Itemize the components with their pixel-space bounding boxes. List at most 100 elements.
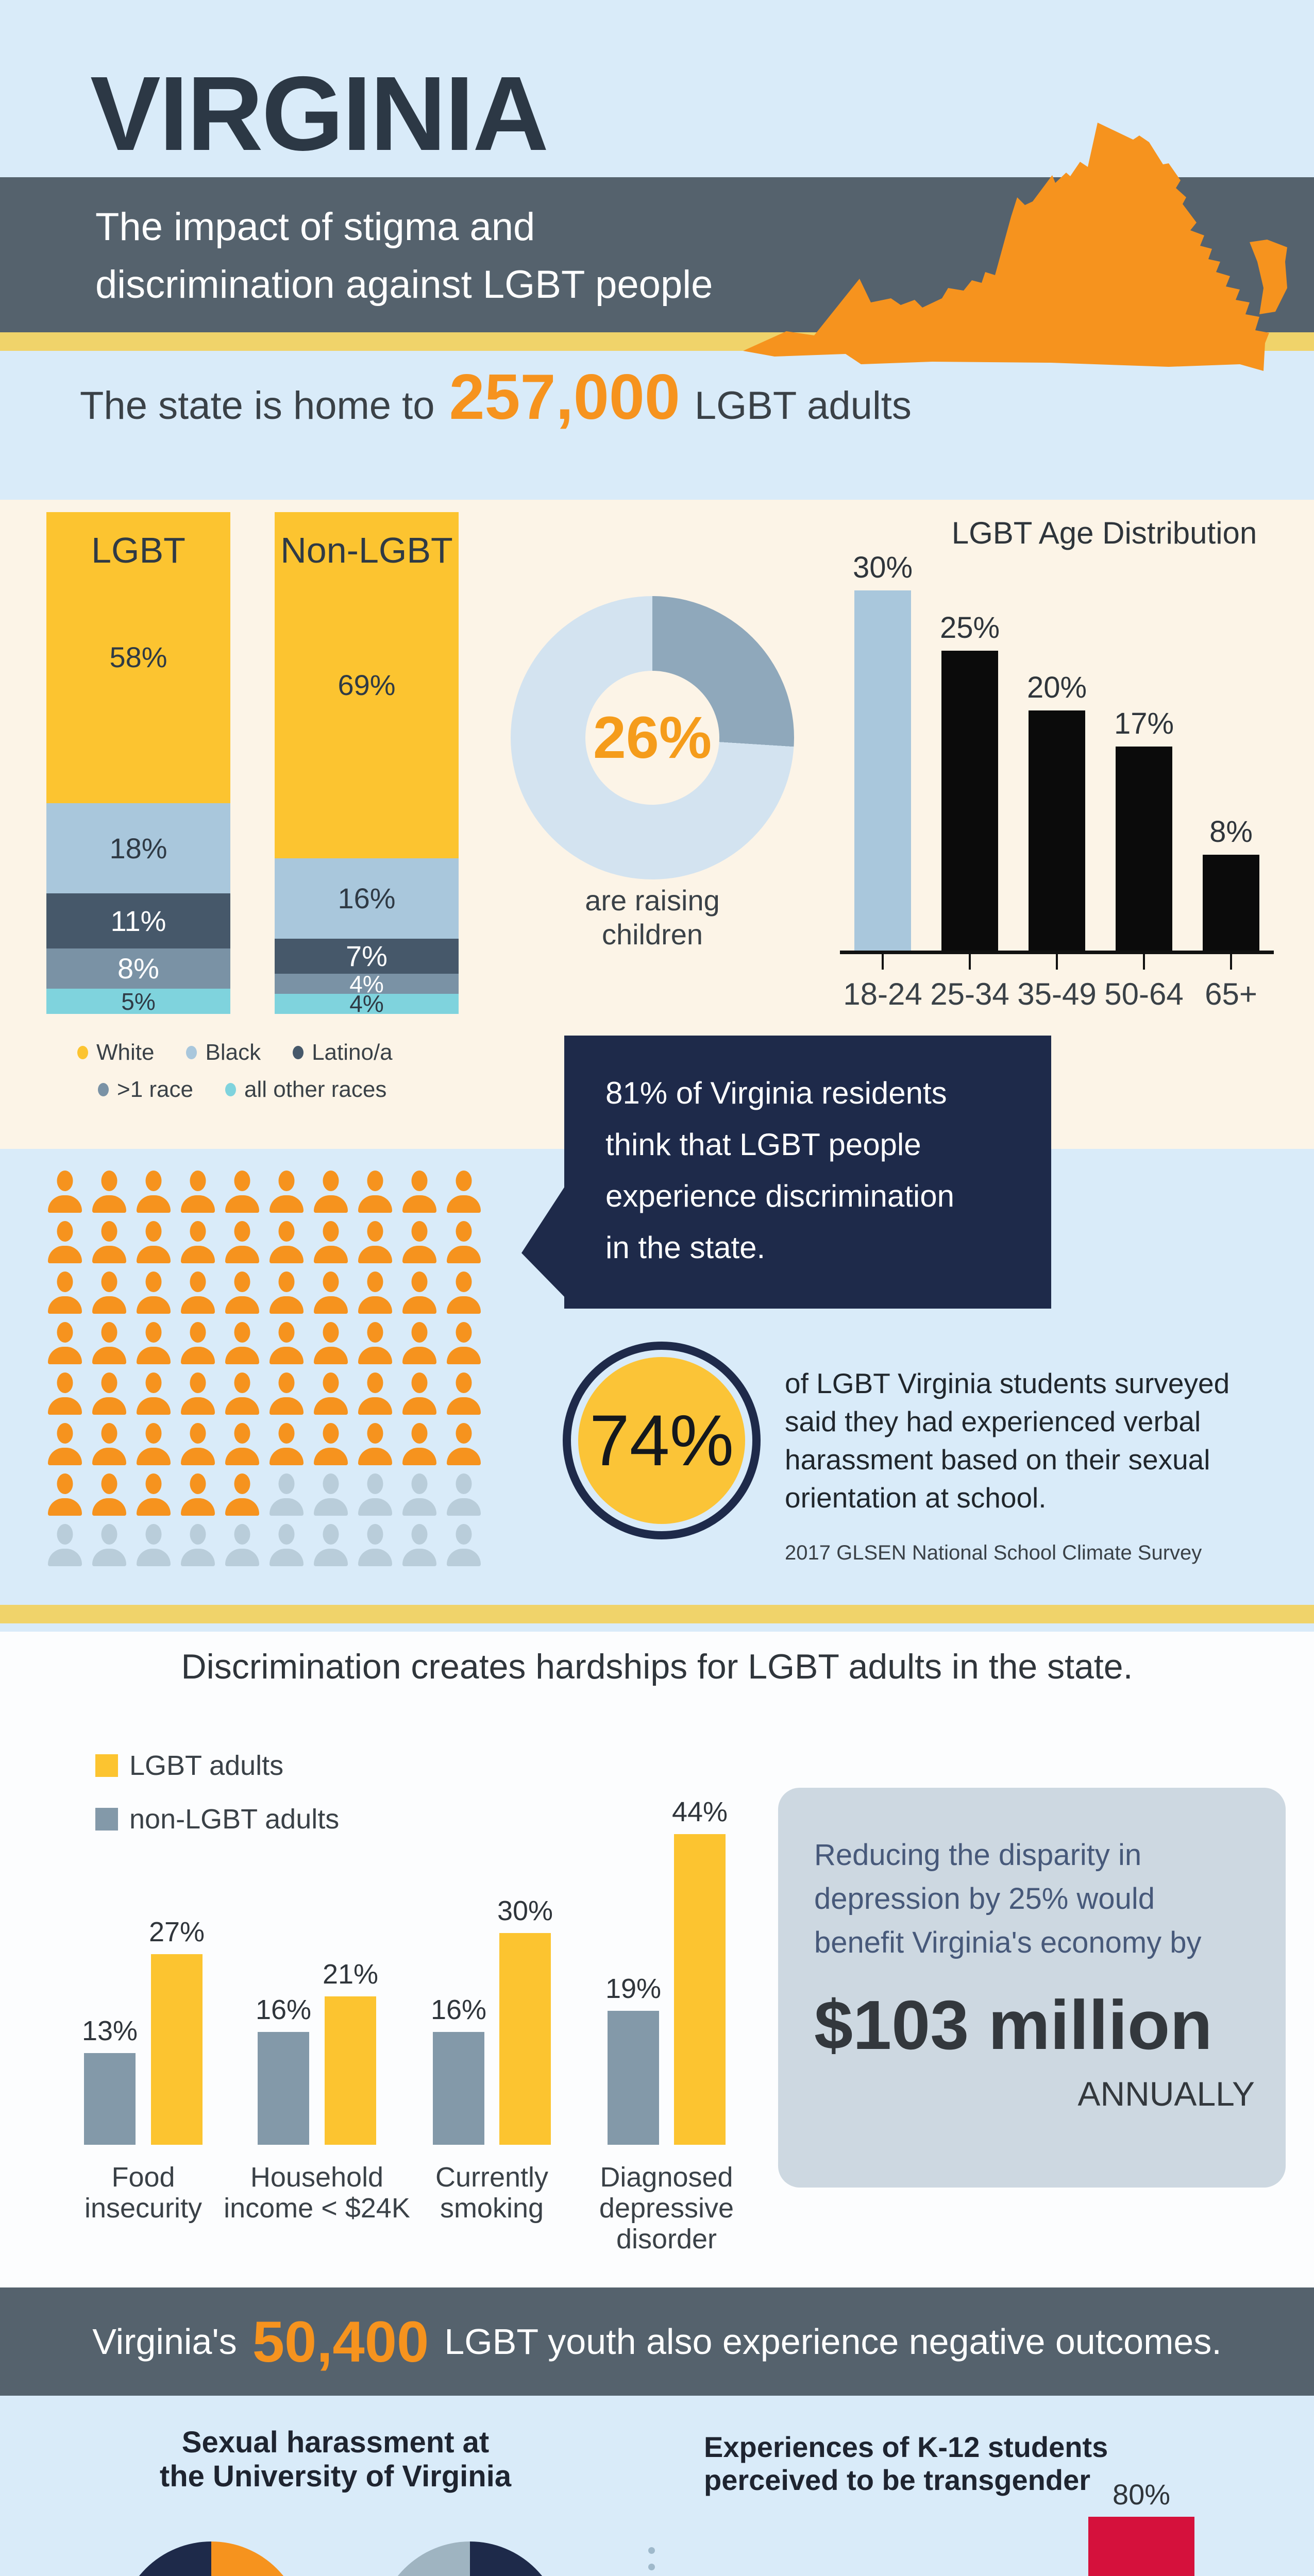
person-icon-empty xyxy=(268,1473,305,1516)
intro-number: 257,000 xyxy=(449,362,680,433)
segment-value: 18% xyxy=(109,832,167,865)
hardship-value-nonlgbt: 16% xyxy=(430,1994,487,2025)
person-icon-filled xyxy=(224,1171,261,1213)
bubble-line: experience discrimination xyxy=(605,1179,954,1213)
stacked-bar-lgbt: 58% LGBT 18% 11% 8% 5% xyxy=(46,512,230,1014)
person-icon-filled xyxy=(268,1322,305,1364)
age-bar-35-49 xyxy=(1029,710,1085,951)
hardships-legend-item: non-LGBT adults xyxy=(95,1803,339,1835)
hardship-value-nonlgbt: 16% xyxy=(255,1994,312,2025)
person-icon-filled xyxy=(46,1473,83,1516)
raising-children-value: 26% xyxy=(593,705,712,771)
hardship-category-line: Household xyxy=(250,2162,384,2193)
person-icon-filled xyxy=(401,1171,438,1213)
legend-label: Black xyxy=(205,1040,261,1065)
segment-value: 4% xyxy=(349,970,384,997)
hardship-category-line: disorder xyxy=(616,2224,717,2255)
stacked-bar-header: LGBT xyxy=(91,530,186,570)
hardship-category-line: income < $24K xyxy=(224,2193,410,2224)
age-bar-25-34 xyxy=(941,650,998,951)
person-icon-empty xyxy=(91,1524,128,1566)
age-tick-label: 50-64 xyxy=(1104,977,1184,1011)
person-icon-filled xyxy=(91,1372,128,1415)
youth-prefix: Virginia's xyxy=(92,2321,237,2362)
verbal-harassment-text: of LGBT Virginia students surveyed said t… xyxy=(785,1364,1229,1517)
economy-text-line: Reducing the disparity in xyxy=(814,1838,1142,1872)
legend-dot xyxy=(77,1046,88,1059)
age-tick xyxy=(882,954,884,970)
person-icon-filled xyxy=(179,1221,216,1263)
person-icon-filled xyxy=(401,1372,438,1415)
person-icon-filled xyxy=(268,1171,305,1213)
person-icon-filled xyxy=(268,1272,305,1314)
legend-label: >1 race xyxy=(117,1077,193,1102)
person-icon-filled xyxy=(445,1272,482,1314)
hardship-bar-nonlgbt xyxy=(433,2031,484,2145)
youth-number: 50,400 xyxy=(252,2309,429,2374)
k12-bar-value: 80% xyxy=(1112,2478,1171,2511)
legend-dot xyxy=(186,1046,197,1059)
glsen-source: 2017 GLSEN National School Climate Surve… xyxy=(785,1541,1202,1564)
age-x-axis xyxy=(840,951,1274,954)
age-tick-label: 18-24 xyxy=(843,977,922,1011)
person-icon-filled xyxy=(312,1221,349,1263)
hardship-bar-lgbt xyxy=(151,1954,203,2145)
hardship-category-line: insecurity xyxy=(84,2193,203,2224)
legend-item-white: White xyxy=(77,1040,154,1065)
hardship-category-line: Currently xyxy=(435,2162,549,2193)
person-icon-empty xyxy=(312,1524,349,1566)
segment-value: 11% xyxy=(110,904,166,937)
hardship-value-lgbt: 44% xyxy=(671,1797,728,1828)
segment-white: 69% Non-LGBT xyxy=(275,512,459,859)
economy-callout-box: Reducing the disparity in depression by 2… xyxy=(778,1788,1286,2188)
person-icon-filled xyxy=(357,1221,394,1263)
person-icon-empty xyxy=(357,1524,394,1566)
person-icon-empty xyxy=(357,1473,394,1516)
k12-bar-verbal-harassment xyxy=(1088,2516,1194,2576)
segment-all-other-races: 5% xyxy=(46,989,230,1014)
stat-line: orientation at school. xyxy=(785,1482,1047,1514)
uva-title-line-2: the University of Virginia xyxy=(159,2460,512,2493)
person-icon-filled xyxy=(179,1372,216,1415)
segment-value: 4% xyxy=(349,990,384,1018)
person-icon-filled xyxy=(135,1372,172,1415)
person-icon-filled xyxy=(91,1221,128,1263)
raising-children-caption: are raising children xyxy=(498,884,807,952)
age-tick xyxy=(1230,954,1232,970)
person-icon-filled xyxy=(445,1322,482,1364)
person-icon-filled xyxy=(46,1372,83,1415)
person-icon-filled xyxy=(179,1272,216,1314)
age-tick-label: 65+ xyxy=(1205,977,1257,1011)
youth-band-bg xyxy=(0,2287,1314,2396)
person-icon-empty xyxy=(401,1524,438,1566)
person-icon-filled xyxy=(401,1423,438,1465)
opinion-bubble-text: 81% of Virginia residents think that LGBT… xyxy=(564,1036,1051,1274)
segment--1-race: 4% xyxy=(275,970,459,997)
age-bar-18-24 xyxy=(854,590,911,951)
legend-item-black: Black xyxy=(186,1040,261,1065)
segment-value: 16% xyxy=(338,882,396,914)
person-icon-filled xyxy=(401,1272,438,1314)
k12-title-line-1: Experiences of K-12 students xyxy=(704,2431,1108,2463)
legend-label: LGBT adults xyxy=(129,1750,284,1781)
person-icon-filled xyxy=(224,1221,261,1263)
person-icon-filled xyxy=(179,1171,216,1213)
hardship-value-lgbt: 30% xyxy=(497,1895,553,1926)
segment-value: 69% xyxy=(338,669,396,702)
raising-children-donut: 26% xyxy=(511,596,794,879)
person-icon-filled xyxy=(357,1423,394,1465)
person-icon-filled xyxy=(224,1272,261,1314)
segment-value: 8% xyxy=(117,952,159,985)
age-bar-value: 30% xyxy=(852,551,913,584)
person-icon-filled xyxy=(135,1171,172,1213)
intro-bg xyxy=(0,351,1314,500)
hardship-bar-lgbt xyxy=(499,1933,551,2145)
person-icon-filled xyxy=(445,1221,482,1263)
intro-prefix: The state is home to xyxy=(80,384,435,428)
age-bar-value: 25% xyxy=(939,611,1000,645)
person-icon-filled xyxy=(401,1322,438,1364)
person-icon-filled xyxy=(91,1322,128,1364)
uva-title: Sexual harassment at the University of V… xyxy=(52,2426,619,2494)
age-bar-value: 20% xyxy=(1026,671,1087,704)
legend-item-latino/a: Latino/a xyxy=(293,1040,393,1065)
